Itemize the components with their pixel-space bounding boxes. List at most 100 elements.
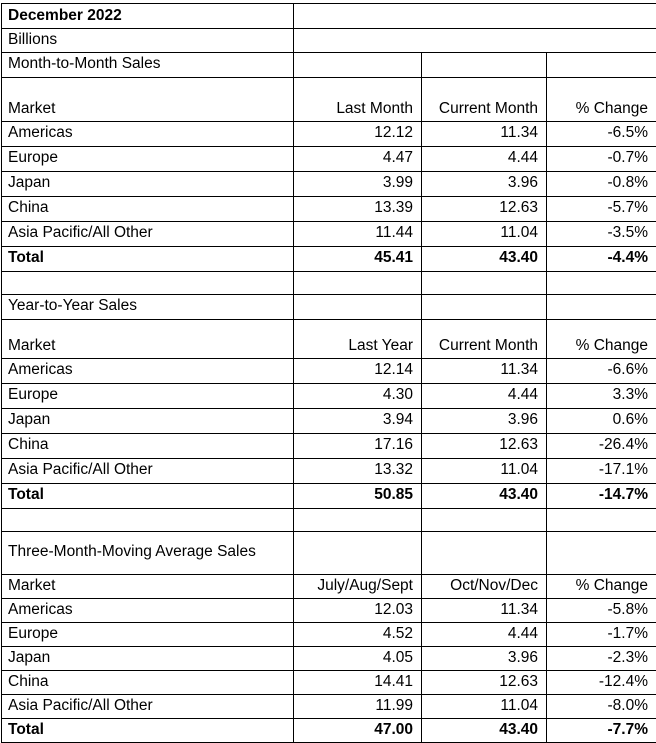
table-row: Asia Pacific/All Other 13.32 11.04 -17.1… [2,458,656,483]
empty-cell [294,29,656,53]
percent-change: 3.3% [547,383,656,408]
market-name: Asia Pacific/All Other [2,221,294,246]
total-row: Total 47.00 43.40 -7.7% [2,718,656,742]
total-value: 43.40 [422,718,547,742]
col-header-period2: Current Month [422,77,547,121]
empty-cell [2,271,294,294]
market-name: Europe [2,622,294,646]
total-value: 43.40 [422,483,547,508]
col-header-period1: July/Aug/Sept [294,574,422,598]
market-name: Japan [2,408,294,433]
table-row: Japan 4.05 3.96 -2.3% [2,646,656,670]
percent-change: -17.1% [547,458,656,483]
sales-value: 12.12 [294,121,422,146]
percent-change: -26.4% [547,433,656,458]
percent-change: -12.4% [547,670,656,694]
percent-change: -2.3% [547,646,656,670]
sales-value: 12.63 [422,670,547,694]
market-name: Japan [2,171,294,196]
col-header-period2: Oct/Nov/Dec [422,574,547,598]
sales-value: 14.41 [294,670,422,694]
empty-cell [294,294,422,319]
total-value: 50.85 [294,483,422,508]
total-row: Total 45.41 43.40 -4.4% [2,246,656,271]
market-name: Europe [2,383,294,408]
sales-value: 11.34 [422,121,547,146]
section-label-row: Month-to-Month Sales [2,52,656,77]
market-name: Japan [2,646,294,670]
market-name: Asia Pacific/All Other [2,458,294,483]
percent-change: -6.5% [547,121,656,146]
empty-cell [422,294,547,319]
empty-cell [547,294,656,319]
sales-value: 4.44 [422,146,547,171]
column-header-row: Market Last Year Current Month % Change [2,319,656,358]
market-name: Europe [2,146,294,171]
percent-change: -1.7% [547,622,656,646]
empty-cell [547,52,656,77]
col-header-period1: Last Year [294,319,422,358]
empty-cell [422,271,547,294]
table-row: Europe 4.47 4.44 -0.7% [2,146,656,171]
table-row: Europe 4.30 4.44 3.3% [2,383,656,408]
percent-change: -6.6% [547,358,656,383]
col-header-change: % Change [547,319,656,358]
sales-value: 11.04 [422,221,547,246]
market-name: Americas [2,358,294,383]
table-row: Americas 12.03 11.34 -5.8% [2,598,656,622]
percent-change: -0.7% [547,146,656,171]
table-row: China 17.16 12.63 -26.4% [2,433,656,458]
col-header-market: Market [2,319,294,358]
sales-value: 4.05 [294,646,422,670]
table-row: Americas 12.14 11.34 -6.6% [2,358,656,383]
units-label: Billions [2,29,294,53]
sales-value: 13.32 [294,458,422,483]
sales-value: 4.52 [294,622,422,646]
section-label-row: Year-to-Year Sales [2,294,656,319]
empty-cell [422,52,547,77]
sales-value: 11.04 [422,458,547,483]
empty-cell [294,4,656,29]
sales-value: 11.99 [294,694,422,718]
percent-change: -5.7% [547,196,656,221]
table-row: Americas 12.12 11.34 -6.5% [2,121,656,146]
sales-value: 3.94 [294,408,422,433]
empty-cell [422,508,547,531]
empty-cell [547,508,656,531]
empty-cell [422,531,547,574]
section-title: Year-to-Year Sales [2,294,294,319]
sales-value: 3.96 [422,171,547,196]
sales-value: 13.39 [294,196,422,221]
market-name: China [2,196,294,221]
market-name: China [2,433,294,458]
sales-value: 4.30 [294,383,422,408]
total-value: 43.40 [422,246,547,271]
spacer-row [2,508,656,531]
spacer-row [2,271,656,294]
empty-cell [547,271,656,294]
column-header-row: Market July/Aug/Sept Oct/Nov/Dec % Chang… [2,574,656,598]
sales-value: 12.63 [422,433,547,458]
empty-cell [2,508,294,531]
percent-change: -5.8% [547,598,656,622]
sales-value: 4.44 [422,383,547,408]
total-percent-change: -7.7% [547,718,656,742]
col-header-change: % Change [547,574,656,598]
table-row: Japan 3.94 3.96 0.6% [2,408,656,433]
section-title: Three-Month-Moving Average Sales [2,531,294,574]
sales-value: 17.16 [294,433,422,458]
sales-report-table: December 2022 Billions Month-to-Month Sa… [1,3,656,743]
sales-value: 12.63 [422,196,547,221]
empty-cell [294,271,422,294]
col-header-market: Market [2,77,294,121]
section-label-row: Three-Month-Moving Average Sales [2,531,656,574]
col-header-change: % Change [547,77,656,121]
percent-change: 0.6% [547,408,656,433]
market-name: Americas [2,121,294,146]
column-header-row: Market Last Month Current Month % Change [2,77,656,121]
market-name: China [2,670,294,694]
total-percent-change: -14.7% [547,483,656,508]
col-header-period1: Last Month [294,77,422,121]
total-label: Total [2,718,294,742]
